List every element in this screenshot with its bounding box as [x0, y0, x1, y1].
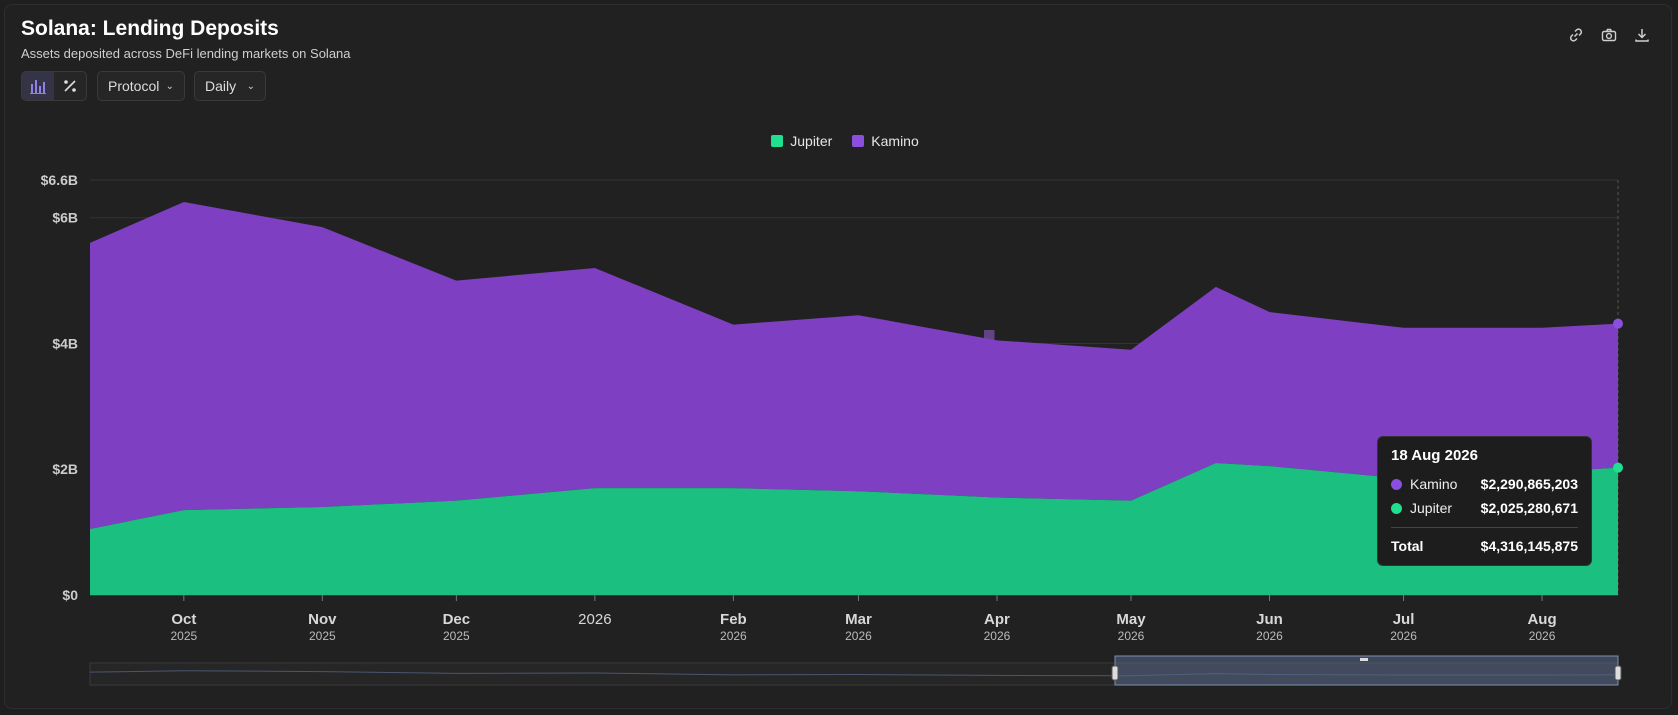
x-tick-year: 2026: [845, 629, 872, 643]
x-tick-year: 2025: [443, 629, 470, 643]
chart-tooltip: 18 Aug 2026 Kamino $2,290,865,203 Jupite…: [1377, 436, 1592, 566]
chevron-down-icon: ⌄: [246, 80, 255, 92]
tooltip-name: Kamino: [1410, 476, 1458, 492]
legend-item-kamino[interactable]: Kamino: [852, 133, 919, 149]
series-area-kamino: [90, 202, 1618, 529]
tooltip-row-jupiter: Jupiter $2,025,280,671: [1391, 496, 1578, 520]
x-tick-label: Jul: [1393, 611, 1415, 628]
legend-label-jupiter: Jupiter: [790, 133, 833, 149]
tooltip-total-value: $4,316,145,875: [1480, 538, 1578, 554]
y-tick-label: $0: [62, 587, 78, 603]
x-tick-year: 2026: [984, 629, 1011, 643]
x-tick-year: 2026: [720, 629, 747, 643]
interval-label: Daily: [205, 78, 237, 94]
hover-point-kamino: [1613, 318, 1623, 329]
tooltip-total-label: Total: [1391, 538, 1424, 554]
x-tick-label: May: [1116, 611, 1146, 628]
x-tick-year: 2026: [1256, 629, 1283, 643]
bar-chart-icon[interactable]: [22, 72, 54, 100]
link-icon[interactable]: [1565, 24, 1587, 46]
tooltip-row-total: Total $4,316,145,875: [1391, 534, 1578, 558]
tooltip-value: $2,290,865,203: [1480, 476, 1578, 492]
x-tick-year: 2026: [1529, 629, 1556, 643]
x-tick-year: 2026: [1118, 629, 1145, 643]
x-tick-label: Mar: [845, 611, 872, 628]
legend-item-jupiter[interactable]: Jupiter: [771, 133, 832, 149]
x-tick-label: Dec: [443, 611, 471, 628]
protocol-label: Protocol: [108, 78, 160, 94]
legend-label-kamino: Kamino: [871, 133, 919, 149]
camera-icon[interactable]: [1598, 24, 1620, 46]
navigator-handle-right: [1614, 665, 1622, 681]
x-tick-year: 2026: [1390, 629, 1417, 643]
y-tick-label: $6.6B: [41, 172, 78, 188]
navigator-grip: [1360, 658, 1368, 661]
protocol-dropdown[interactable]: Protocol ⌄: [97, 71, 185, 101]
x-tick-label: 2026: [578, 611, 611, 628]
x-tick-label: Oct: [171, 611, 196, 628]
x-tick-label: Jun: [1256, 611, 1283, 628]
x-tick-label: Nov: [308, 611, 337, 628]
page-title: Solana: Lending Deposits: [21, 17, 279, 40]
chevron-down-icon: ⌄: [165, 80, 174, 92]
page-subtitle: Assets deposited across DeFi lending mar…: [21, 46, 351, 61]
legend-swatch-kamino: [852, 135, 865, 147]
y-tick-label: $4B: [52, 335, 78, 351]
interval-dropdown[interactable]: Daily ⌄: [194, 71, 266, 101]
navigator-handle-left: [1111, 665, 1119, 681]
y-tick-label: $6B: [52, 210, 78, 226]
tooltip-dot-jupiter: [1391, 502, 1402, 514]
axis-labels: $0$2B$4B$6B$6.6BOct2025Nov2025Dec2025202…: [41, 172, 1557, 643]
tooltip-value: $2,025,280,671: [1480, 500, 1578, 516]
percent-icon[interactable]: [54, 72, 86, 100]
chart-type-toggle: [21, 71, 87, 101]
x-tick-label: Feb: [720, 611, 747, 628]
x-tick-label: Apr: [984, 611, 1010, 628]
tooltip-row-kamino: Kamino $2,290,865,203: [1391, 472, 1578, 496]
tooltip-divider: [1391, 527, 1578, 528]
range-navigator[interactable]: [89, 655, 1622, 686]
chart-legend: Jupiter Kamino: [0, 133, 1678, 149]
y-tick-label: $2B: [52, 461, 78, 477]
download-icon[interactable]: [1631, 24, 1653, 46]
tooltip-date: 18 Aug 2026: [1391, 447, 1478, 464]
x-tick-year: 2025: [309, 629, 336, 643]
tooltip-dot-kamino: [1391, 478, 1402, 490]
legend-swatch-jupiter: [771, 135, 784, 147]
area-series: [90, 202, 1623, 595]
series-area-jupiter: [90, 462, 1618, 595]
x-tick-label: Aug: [1527, 611, 1556, 628]
hover-point-jupiter: [1613, 462, 1623, 473]
tooltip-name: Jupiter: [1410, 500, 1453, 516]
x-tick-year: 2025: [170, 629, 197, 643]
